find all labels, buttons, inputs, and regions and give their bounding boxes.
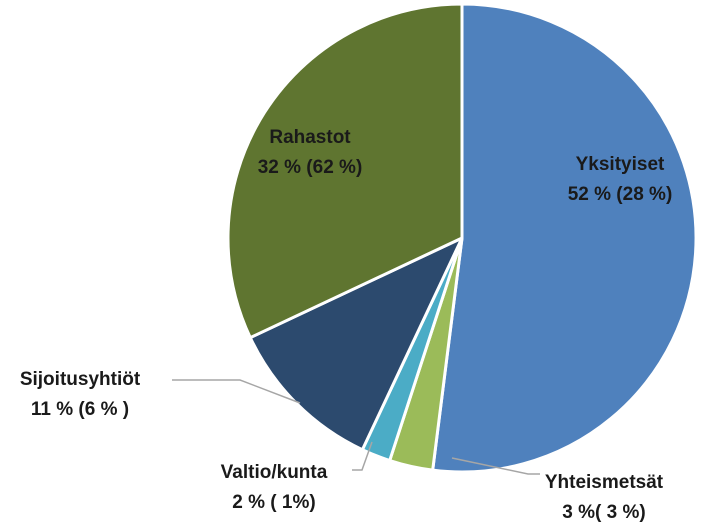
slice-label-yhteismets-t: Yhteismetsät 3 %( 3 %) bbox=[545, 472, 664, 523]
slice-label-value: 2 % ( 1%) bbox=[232, 492, 315, 513]
slice-label-value: 11 % (6 % ) bbox=[31, 399, 129, 420]
slice-label-name: Valtio/kunta bbox=[221, 462, 328, 483]
leader-lines-layer bbox=[172, 379, 540, 475]
slice-label-sijoitusyhti-t: Sijoitusyhtiöt 11 % (6 % ) bbox=[20, 369, 141, 420]
leader-line-valtio-kunta bbox=[352, 441, 373, 471]
labels-layer: Yksityiset 52 % (28 %) Yhteismetsät 3 %( 3 … bbox=[20, 127, 672, 523]
slice-label-yksityiset: Yksityiset 52 % (28 %) bbox=[568, 154, 673, 205]
pie-slice-rahastot bbox=[226, 2, 464, 340]
leader-line-yhteismets-t bbox=[451, 457, 540, 475]
slice-label-rahastot: Rahastot 32 % (62 %) bbox=[258, 127, 363, 178]
slices-layer bbox=[226, 2, 698, 474]
pie-slice-yksityiset bbox=[431, 2, 698, 474]
slice-label-value: 52 % (28 %) bbox=[568, 184, 673, 205]
slice-label-name: Yhteismetsät bbox=[545, 472, 664, 493]
slice-label-name: Yksityiset bbox=[576, 154, 665, 175]
slice-label-valtio-kunta: Valtio/kunta 2 % ( 1%) bbox=[221, 462, 328, 513]
pie-slice-sijoitusyhti-t bbox=[248, 236, 464, 452]
leader-line-sijoitusyhti-t bbox=[172, 379, 301, 404]
slice-label-name: Rahastot bbox=[269, 127, 351, 148]
slice-label-name: Sijoitusyhtiöt bbox=[20, 369, 141, 390]
slice-label-value: 32 % (62 %) bbox=[258, 157, 363, 178]
slice-label-value: 3 %( 3 %) bbox=[562, 502, 645, 523]
